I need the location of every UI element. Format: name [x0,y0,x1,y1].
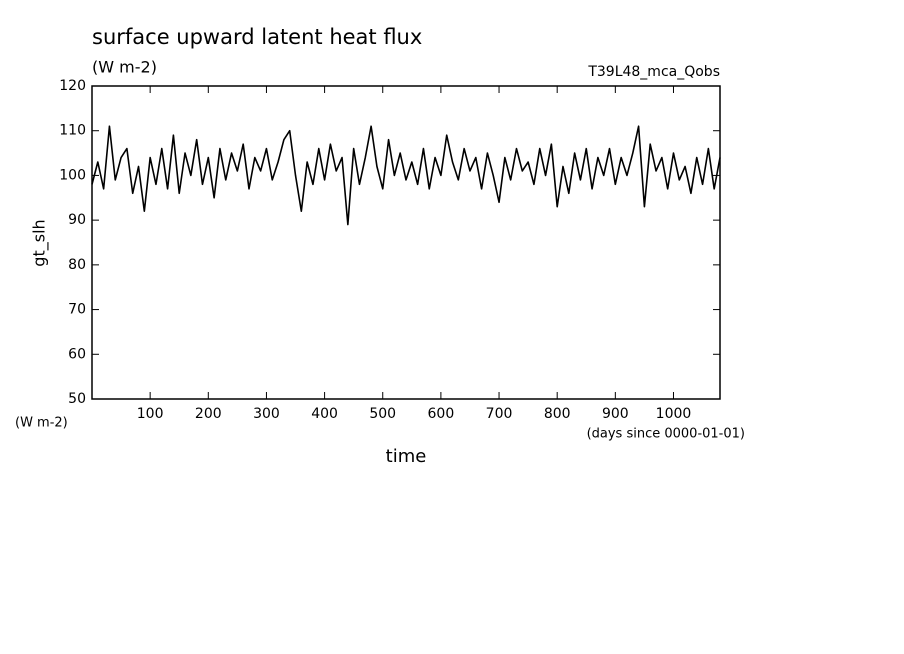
data-line [91,125,721,226]
chart-title: surface upward latent heat flux [92,25,422,49]
y-tick-label: 110 [59,123,86,139]
x-tick-label: 700 [486,406,513,422]
y-tick-label: 120 [59,78,86,94]
x-axis-label: time [386,446,427,467]
y-axis-units: (W m-2) [15,416,68,431]
x-tick-label: 900 [602,406,629,422]
x-axis-units: (days since 0000-01-01) [587,427,745,442]
y-tick-label: 70 [68,302,86,318]
y-tick-label: 90 [68,212,86,228]
x-tick-label: 600 [428,406,455,422]
y-tick-label: 50 [68,391,86,407]
x-tick-label: 100 [137,406,164,422]
x-tick-label: 1000 [656,406,692,422]
x-tick-label: 400 [311,406,338,422]
plot-frame [91,85,721,400]
y-tick-label: 80 [68,257,86,273]
y-axis-label: gt_slh [30,219,50,266]
annotation: T39L48_mca_Qobs [587,64,720,80]
x-tick-label: 500 [369,406,396,422]
x-tick-label: 800 [544,406,571,422]
x-tick-label: 200 [195,406,222,422]
chart-subtitle: (W m-2) [92,58,157,77]
x-tick-label: 300 [253,406,280,422]
y-tick-label: 60 [68,346,86,362]
y-tick-label: 100 [59,167,86,183]
